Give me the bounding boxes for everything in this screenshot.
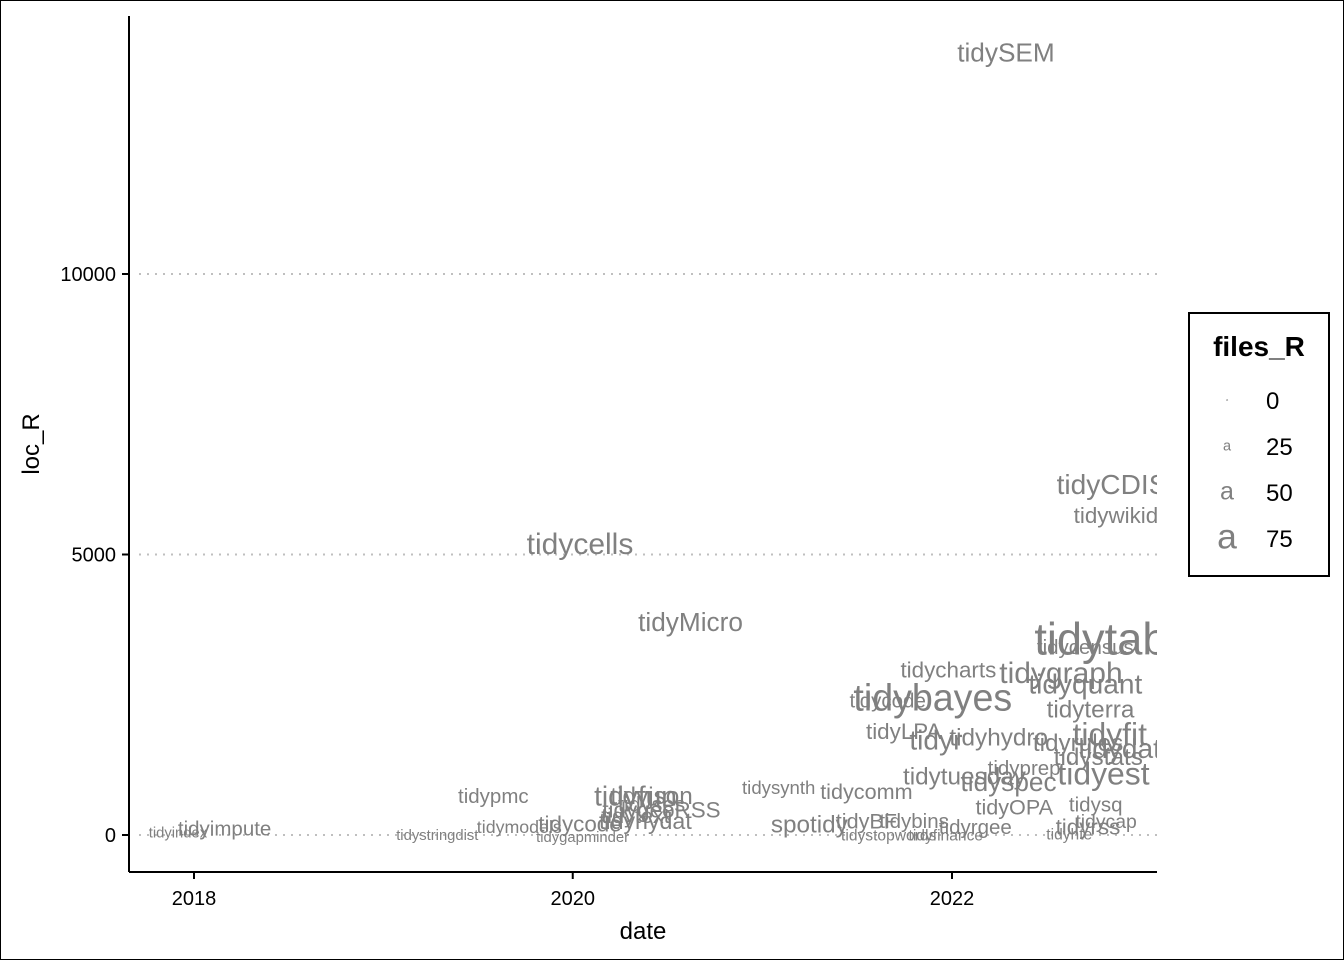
y-axis-title: loc_R [18,413,45,474]
point-label: tidySEM [957,38,1055,68]
point-label: tidybayes [853,677,1012,719]
legend-key: a [1226,397,1229,402]
point-label: tidyses [618,792,685,817]
y-tick-label: 10000 [60,264,116,286]
data-labels: tidySEM tidyCDISC tidywikida tidycells tidyM… [149,38,1188,846]
point-label: tidyquant [1028,668,1142,699]
x-tick-label: 2022 [930,888,975,910]
point-label: spotidy [771,811,849,838]
point-label: tidyMicro [638,607,743,637]
x-tick-label: 2020 [550,888,595,910]
point-label: tidybins [879,810,949,833]
point-label: tidycode [849,690,925,713]
point-label: tidyspec [961,767,1057,797]
point-label: tidyfit [1073,716,1148,752]
legend-key: a [1223,438,1232,454]
point-label: tidyhydat [599,808,692,834]
point-label: tidycells [527,528,634,561]
point-label: tidyterra [1047,696,1135,723]
point-label: tidysq [1069,793,1123,816]
legend-key: a [1217,517,1237,557]
point-label: tidycomm [820,779,912,804]
point-label: tidymodels [477,817,562,837]
point-label: tidyprep [988,757,1061,780]
legend-label: 25 [1266,434,1293,461]
y-tick-label: 0 [105,825,116,847]
legend-title: files_R [1213,331,1305,362]
point-label: tidystats [1054,744,1143,771]
x-axis-title: date [620,918,667,945]
legend-box [1188,312,1330,577]
legend-key: a [1220,478,1234,506]
point-label: tidyrules [1033,730,1123,757]
point-label: tidytab [1034,613,1167,664]
point-label: tidyindex [149,825,208,841]
point-label: tidyOPA [975,795,1053,820]
point-label: tidyr [909,724,962,755]
point-label: tidygraph [999,657,1122,690]
legend-label: 75 [1266,526,1293,553]
grid-lines [139,273,1157,836]
point-label: tidygeoRSS [602,798,720,823]
point-label: tidyfinance [908,827,983,844]
point-label: tidystopwords [841,827,937,844]
axes [128,16,1157,873]
point-label: tidyimpute [178,817,271,840]
point-label: tidyBF [836,809,897,834]
axis-ticks: 0 5000 10000 2018 2020 2022 [60,264,974,910]
point-label: tidystringdist [396,828,478,844]
point-label: tidywikida [1074,503,1172,528]
size-legend: files_R a 0 a 25 a 50 a 75 [1188,312,1330,577]
legend-items: a 0 a 25 a 50 a 75 [1217,388,1293,557]
point-label: tidyCDISC [1057,469,1188,500]
legend-label: 50 [1266,480,1293,507]
point-label: tidyLPA [866,719,942,744]
point-label: tidyrgee [939,816,1012,839]
point-label: tidycode [538,812,621,837]
point-label: tidypmc [458,785,529,808]
x-tick-label: 2018 [172,888,217,910]
point-label: tidyjson [610,783,692,810]
legend-label: 0 [1266,388,1279,415]
point-label: tidyhte [1046,826,1092,843]
point-label: tidyfun [594,781,677,812]
point-label: tidytext [601,803,669,828]
y-tick-label: 5000 [72,545,117,567]
point-label: tidyest [1057,755,1149,791]
point-label: tidysynth [742,777,815,798]
point-label: tidytuesday [903,764,1027,791]
point-label: tidyhydro [949,724,1048,751]
point-label: tidycap [1075,811,1136,833]
point-label: tidycensus [1037,636,1134,659]
point-label: tidydat [1078,733,1161,764]
point-label: tidyrss [1056,814,1121,839]
point-label: tidycharts [900,657,996,682]
point-label: tidygapminder [536,830,629,846]
